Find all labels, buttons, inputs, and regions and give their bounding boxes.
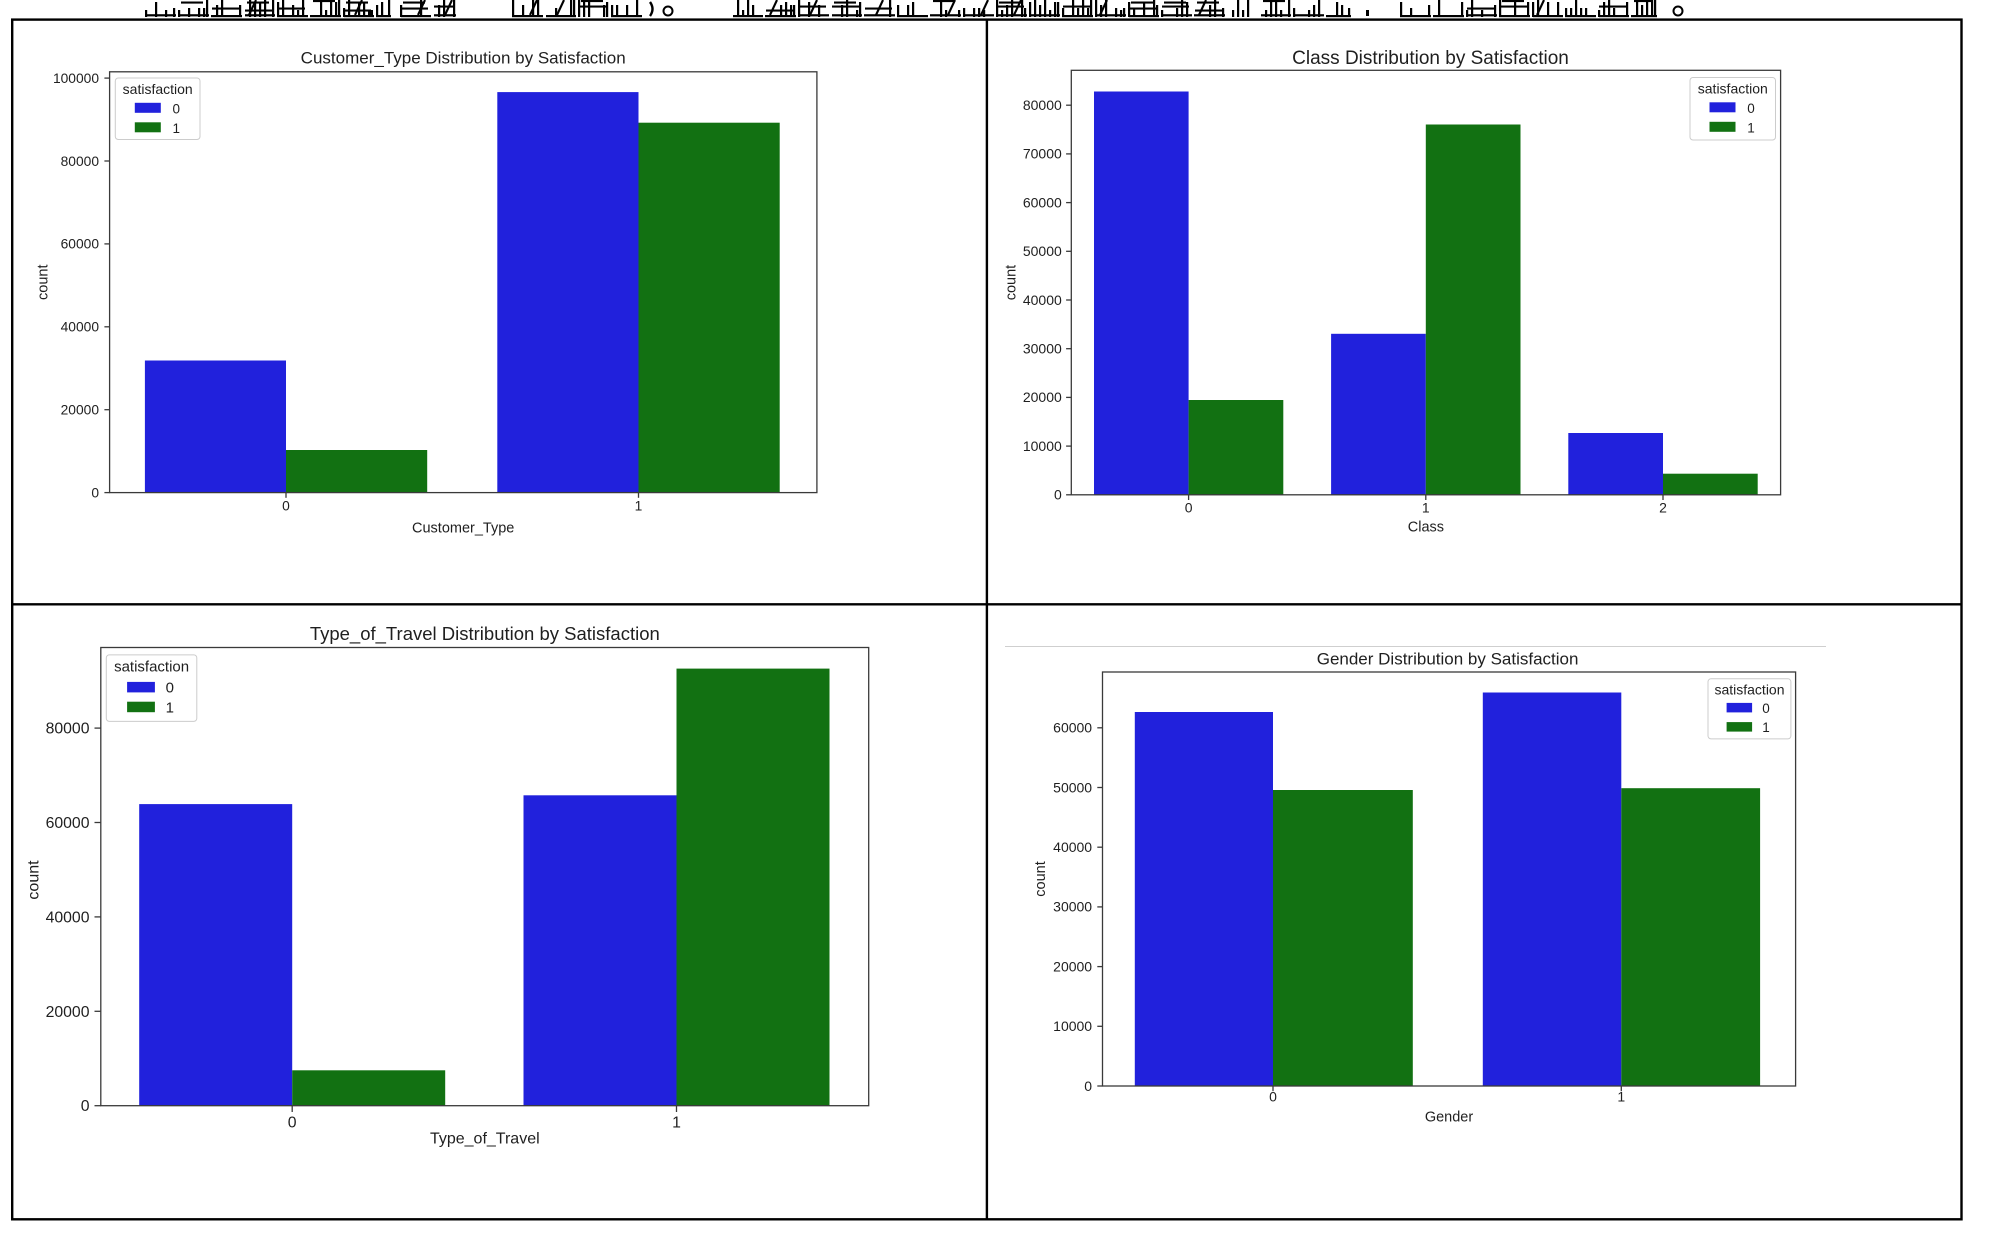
svg-text:80000: 80000 <box>1023 97 1062 113</box>
svg-text:Type_of_Travel: Type_of_Travel <box>430 1131 540 1148</box>
svg-text:1: 1 <box>1747 120 1755 135</box>
svg-text:60000: 60000 <box>46 815 90 832</box>
svg-text:50000: 50000 <box>1023 243 1062 259</box>
svg-text:Class: Class <box>1408 520 1444 536</box>
svg-text:Gender: Gender <box>1425 1110 1474 1126</box>
svg-text:80000: 80000 <box>61 154 100 169</box>
svg-text:0: 0 <box>91 485 99 500</box>
svg-text:50000: 50000 <box>1053 779 1092 795</box>
svg-text:Customer_Type: Customer_Type <box>412 521 514 537</box>
svg-text:60000: 60000 <box>1053 720 1092 736</box>
svg-text:0: 0 <box>1762 701 1770 716</box>
svg-text:0: 0 <box>1054 487 1062 503</box>
svg-text:1: 1 <box>1762 720 1770 735</box>
svg-text:0: 0 <box>173 101 181 116</box>
svg-text:20000: 20000 <box>1053 958 1092 974</box>
svg-text:0: 0 <box>166 680 174 697</box>
svg-text:0: 0 <box>1747 101 1755 116</box>
svg-text:Class Distribution by Satisfac: Class Distribution by Satisfaction <box>1292 48 1569 69</box>
svg-text:Gender Distribution by Satisfa: Gender Distribution by Satisfaction <box>1317 650 1579 669</box>
svg-text:0: 0 <box>282 499 290 514</box>
svg-text:20000: 20000 <box>46 1004 90 1021</box>
svg-text:0: 0 <box>1185 500 1193 516</box>
svg-text:20000: 20000 <box>1023 389 1062 405</box>
svg-text:1: 1 <box>672 1115 681 1132</box>
svg-text:100000: 100000 <box>53 71 99 86</box>
svg-text:count: count <box>26 860 43 900</box>
svg-text:count: count <box>1004 265 1020 300</box>
svg-text:60000: 60000 <box>61 237 100 252</box>
svg-text:1: 1 <box>1422 500 1430 516</box>
svg-text:40000: 40000 <box>1023 292 1062 308</box>
svg-text:60000: 60000 <box>1023 194 1062 210</box>
svg-text:30000: 30000 <box>1023 341 1062 357</box>
svg-text:1: 1 <box>173 121 181 136</box>
svg-text:30000: 30000 <box>1053 899 1092 915</box>
svg-text:count: count <box>36 264 52 299</box>
svg-text:Customer_Type Distribution by: Customer_Type Distribution by Satisfacti… <box>301 49 626 68</box>
svg-text:40000: 40000 <box>1053 839 1092 855</box>
svg-text:0: 0 <box>1269 1089 1277 1105</box>
svg-text:count: count <box>1033 861 1049 896</box>
svg-text:Type_of_Travel Distribution by: Type_of_Travel Distribution by Satisfact… <box>310 623 660 645</box>
svg-text:1: 1 <box>1617 1089 1625 1105</box>
svg-text:10000: 10000 <box>1023 438 1062 454</box>
svg-text:satisfaction: satisfaction <box>1714 681 1784 697</box>
svg-text:0: 0 <box>288 1115 297 1132</box>
svg-text:0: 0 <box>1084 1078 1092 1094</box>
svg-text:2: 2 <box>1659 500 1667 516</box>
svg-text:80000: 80000 <box>46 721 90 738</box>
svg-text:70000: 70000 <box>1023 146 1062 162</box>
svg-text:1: 1 <box>635 499 643 514</box>
svg-text:satisfaction: satisfaction <box>123 81 193 97</box>
svg-text:0: 0 <box>81 1098 90 1115</box>
svg-text:40000: 40000 <box>61 320 100 335</box>
svg-text:satisfaction: satisfaction <box>114 659 189 676</box>
svg-text:20000: 20000 <box>61 403 100 418</box>
svg-text:10000: 10000 <box>1053 1018 1092 1034</box>
svg-text:1: 1 <box>166 699 174 716</box>
svg-text:satisfaction: satisfaction <box>1698 81 1768 97</box>
svg-text:40000: 40000 <box>46 909 90 926</box>
